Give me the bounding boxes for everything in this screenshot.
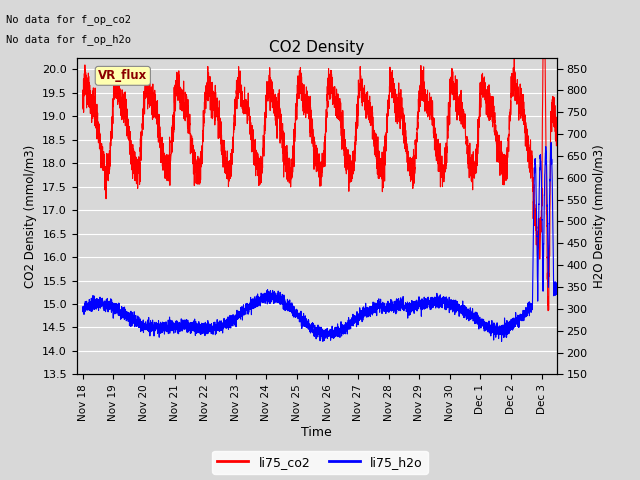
Legend: li75_co2, li75_h2o: li75_co2, li75_h2o (212, 451, 428, 474)
Title: CO2 Density: CO2 Density (269, 40, 364, 55)
Y-axis label: H2O Density (mmol/m3): H2O Density (mmol/m3) (593, 144, 606, 288)
Y-axis label: CO2 Density (mmol/m3): CO2 Density (mmol/m3) (24, 144, 36, 288)
X-axis label: Time: Time (301, 426, 332, 439)
Text: VR_flux: VR_flux (98, 69, 147, 83)
Text: No data for f_op_co2: No data for f_op_co2 (6, 14, 131, 25)
Text: No data for f_op_h2o: No data for f_op_h2o (6, 34, 131, 45)
